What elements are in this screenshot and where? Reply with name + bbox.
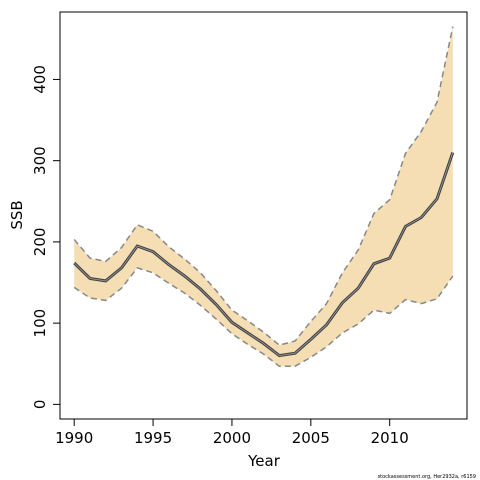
y-tick-label: 400 (31, 65, 49, 94)
x-tick-label: 2010 (371, 429, 409, 447)
x-axis: 1990 1995 2000 2005 2010 (55, 418, 409, 447)
estimate-line (73, 152, 454, 357)
source-credit: stockassessment.org, Her2932a, r6159 (378, 474, 476, 480)
y-tick-label: 200 (31, 228, 49, 257)
x-axis-title: Year (247, 452, 281, 470)
y-tick-label: 300 (31, 146, 49, 175)
upper-bound-line (73, 26, 454, 346)
x-tick-label: 1995 (134, 429, 172, 447)
lower-bound-line (73, 267, 454, 367)
x-tick-label: 2000 (213, 429, 251, 447)
y-axis: 0 100 200 300 400 (31, 65, 61, 410)
y-tick-label: 0 (31, 400, 49, 410)
x-tick-label: 2005 (292, 429, 330, 447)
confidence-band (74, 26, 453, 367)
y-axis-title: SSB (8, 200, 26, 229)
x-tick-label: 1990 (55, 429, 93, 447)
y-tick-label: 100 (31, 309, 49, 338)
